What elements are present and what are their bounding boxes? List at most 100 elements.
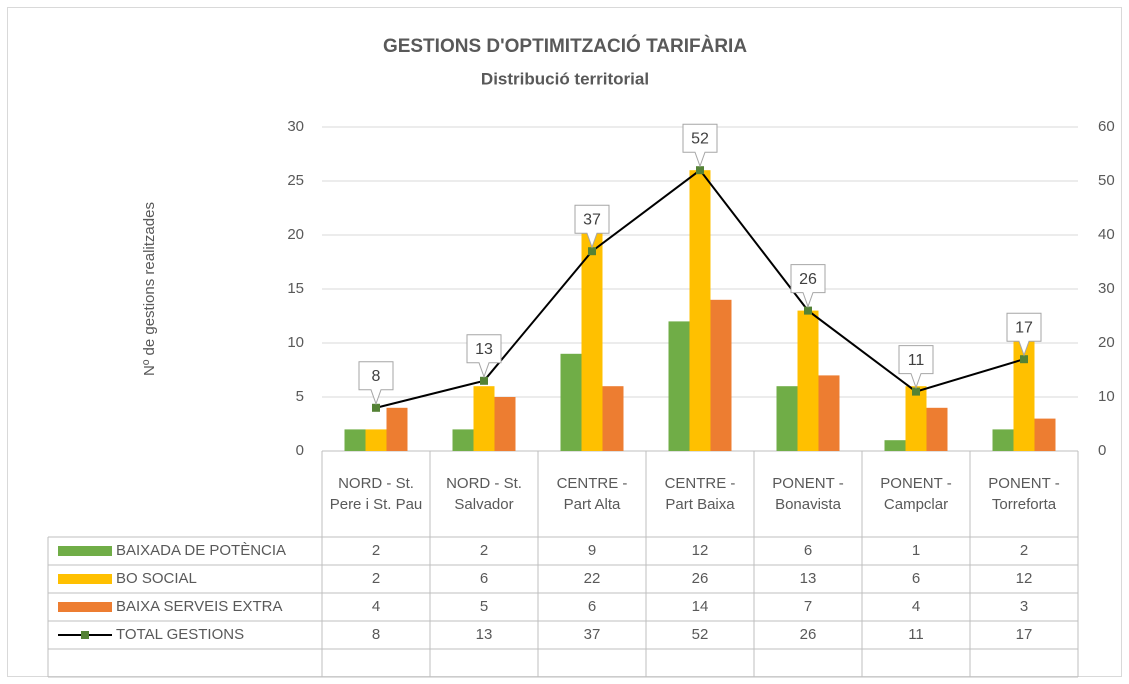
- data-label: 17: [1015, 319, 1033, 336]
- table-cell: 9: [588, 542, 596, 559]
- y2-tick-label: 40: [1098, 226, 1115, 243]
- table-cell: 4: [372, 598, 380, 615]
- bar: [473, 386, 495, 451]
- legend-label: TOTAL GESTIONS: [116, 626, 244, 643]
- bar: [818, 375, 840, 451]
- table-cell: 4: [912, 598, 920, 615]
- legend-key: [58, 602, 112, 612]
- bar: [494, 397, 516, 451]
- x-tick-label: PONENT - Campclar: [880, 475, 952, 513]
- table-cell: 17: [1016, 626, 1033, 643]
- y-tick-label: 20: [287, 226, 304, 243]
- callout: [358, 361, 394, 406]
- table-cell: 7: [804, 598, 812, 615]
- table-cell: 6: [588, 598, 596, 615]
- table-cell: 12: [692, 542, 709, 559]
- y-tick-label: 5: [296, 388, 304, 405]
- x-tick-label: NORD - St. Pere i St. Pau: [329, 475, 423, 513]
- callout: [1006, 312, 1042, 357]
- chart-title: GESTIONS D'OPTIMITZACIÓ TARIFÀRIA: [383, 35, 747, 57]
- bar: [344, 429, 366, 451]
- table-cell: 37: [584, 626, 601, 643]
- bar: [386, 407, 408, 451]
- table-cell: 52: [692, 626, 709, 643]
- bar: [602, 386, 624, 451]
- table-cell: 1: [912, 542, 920, 559]
- bar: [905, 386, 927, 451]
- y-tick-label: 10: [287, 334, 304, 351]
- data-label: 11: [908, 352, 925, 369]
- data-label: 26: [799, 271, 817, 288]
- table-cell: 14: [692, 598, 709, 615]
- bar: [668, 321, 690, 451]
- table-cell: 11: [908, 626, 924, 643]
- callout: [682, 123, 718, 168]
- data-label: 52: [691, 130, 709, 147]
- table-cell: 3: [1020, 598, 1028, 615]
- y-tick-label: 0: [296, 442, 304, 459]
- bar: [992, 429, 1014, 451]
- table-cell: 12: [1016, 570, 1033, 587]
- y2-tick-label: 20: [1098, 334, 1115, 351]
- y2-tick-label: 50: [1098, 172, 1115, 189]
- table-cell: 2: [372, 570, 380, 587]
- marker: [1020, 355, 1028, 364]
- bar: [710, 299, 732, 451]
- bar: [560, 353, 582, 451]
- table-cell: 6: [804, 542, 812, 559]
- marker: [480, 376, 488, 385]
- callout: [898, 345, 934, 390]
- table-cell: 13: [476, 626, 493, 643]
- y2-tick-label: 60: [1098, 118, 1115, 135]
- x-tick-label: PONENT - Bonavista: [772, 475, 844, 513]
- bar: [776, 386, 798, 451]
- table-cell: 5: [480, 598, 488, 615]
- bar: [689, 170, 711, 451]
- marker: [912, 387, 920, 396]
- data-label: 13: [475, 341, 493, 358]
- x-tick-label: PONENT - Torreforta: [988, 475, 1060, 513]
- bar: [1013, 321, 1035, 451]
- legend-key: [81, 631, 89, 639]
- y-axis-label: Nº de gestions realitzades: [141, 202, 158, 376]
- bar: [797, 310, 819, 451]
- bar: [365, 429, 387, 451]
- table-cell: 6: [480, 570, 488, 587]
- bar: [581, 213, 603, 451]
- callout: [790, 264, 826, 309]
- x-tick-label: CENTRE - Part Baixa: [664, 475, 736, 513]
- table-cell: 2: [1020, 542, 1028, 559]
- marker: [588, 247, 596, 256]
- bar: [926, 407, 948, 451]
- table-cell: 26: [692, 570, 709, 587]
- bar: [884, 440, 906, 451]
- marker: [804, 306, 812, 315]
- y2-tick-label: 30: [1098, 280, 1115, 297]
- data-label: 37: [583, 211, 601, 228]
- chart-subtitle: Distribució territorial: [481, 69, 649, 88]
- table-cell: 8: [372, 626, 380, 643]
- callout: [466, 334, 502, 379]
- y-tick-label: 30: [287, 118, 304, 135]
- table-cell: 6: [912, 570, 920, 587]
- legend-key: [58, 546, 112, 556]
- legend-label: BAIXA SERVEIS EXTRA: [116, 598, 282, 615]
- marker: [372, 403, 380, 412]
- table-cell: 26: [800, 626, 817, 643]
- y2-tick-label: 0: [1098, 442, 1106, 459]
- marker: [696, 166, 704, 175]
- data-label: 8: [372, 368, 381, 385]
- y-tick-label: 15: [287, 280, 304, 297]
- legend-key: [58, 574, 112, 584]
- table-cell: 13: [800, 570, 817, 587]
- table-cell: 2: [372, 542, 380, 559]
- y2-tick-label: 10: [1098, 388, 1115, 405]
- table-cell: 2: [480, 542, 488, 559]
- legend-label: BO SOCIAL: [116, 570, 197, 587]
- bar: [452, 429, 474, 451]
- y-tick-label: 25: [287, 172, 304, 189]
- callout: [574, 204, 610, 249]
- x-tick-label: CENTRE - Part Alta: [556, 475, 628, 513]
